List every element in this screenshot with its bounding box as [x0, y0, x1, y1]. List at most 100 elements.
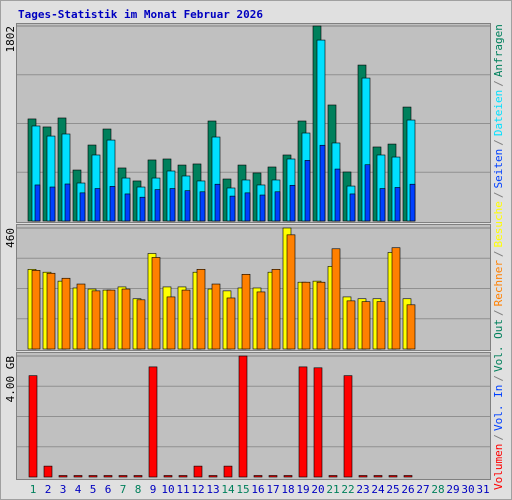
x-tick-label: 14 [221, 483, 235, 496]
bar [388, 475, 398, 478]
y-tick-label: 4.00 GB [4, 356, 17, 403]
bar [334, 168, 341, 222]
bar [91, 290, 101, 350]
bar [94, 188, 101, 222]
x-tick-label: 4 [75, 483, 82, 496]
x-tick-label: 15 [236, 483, 249, 496]
x-tick-label: 13 [206, 483, 219, 496]
bar [43, 465, 53, 478]
bar [244, 192, 251, 222]
x-tick-label: 29 [446, 483, 459, 496]
x-tick-label: 10 [161, 483, 174, 496]
bar [49, 186, 56, 222]
bar [403, 475, 413, 478]
bar [256, 291, 266, 350]
legend-entry: Vol. In [492, 385, 505, 431]
x-tick-label: 31 [476, 483, 489, 496]
legend-entry: Seiten [492, 149, 505, 189]
bar [301, 281, 311, 350]
bar [76, 283, 86, 350]
y-tick-label: 460 [4, 228, 17, 248]
legend-entry: Besuche [492, 201, 505, 247]
bar [346, 300, 356, 350]
bar [163, 475, 173, 478]
x-tick-label: 1 [30, 483, 37, 496]
x-tick-label: 21 [326, 483, 339, 496]
bar [406, 304, 416, 350]
x-tick-label: 27 [416, 483, 429, 496]
bar [73, 475, 83, 478]
legend-separator: / [492, 434, 505, 441]
y-tick-label: 1802 [4, 26, 17, 53]
x-tick-label: 6 [105, 483, 112, 496]
bar [64, 183, 71, 222]
bar [139, 196, 146, 222]
bar [268, 475, 278, 478]
x-tick-label: 26 [401, 483, 414, 496]
bar [304, 160, 311, 222]
x-tick-label: 5 [90, 483, 97, 496]
legend: Volumen / Vol. In / Vol. Out / Rechner / Besuche… [492, 24, 505, 490]
legend-separator: / [492, 191, 505, 198]
bar [358, 475, 368, 478]
legend-entry: Rechner [492, 260, 505, 307]
legend-separator: / [492, 309, 505, 316]
bar [151, 257, 161, 350]
bar [391, 247, 401, 350]
bar [121, 288, 131, 350]
bar [88, 475, 98, 478]
bar [241, 273, 251, 350]
x-tick-label: 23 [356, 483, 369, 496]
x-tick-label: 18 [281, 483, 294, 496]
x-tick-label: 2 [45, 483, 52, 496]
bar [364, 164, 371, 222]
bar [124, 193, 131, 222]
bar [238, 355, 248, 478]
chart-title: Tages-Statistik im Monat Februar 2026 [18, 8, 263, 21]
x-tick-label: 12 [191, 483, 204, 496]
x-tick-label: 20 [311, 483, 324, 496]
bar [166, 296, 176, 350]
bar [103, 475, 113, 478]
bar [196, 268, 206, 350]
bar [379, 188, 386, 222]
bar [328, 475, 338, 478]
bar [331, 248, 341, 350]
bar [286, 234, 296, 350]
bar [208, 475, 218, 478]
x-tick-label: 7 [120, 483, 127, 496]
bar [259, 194, 266, 222]
bar [61, 277, 71, 350]
bar [349, 193, 356, 222]
x-tick-label: 28 [431, 483, 444, 496]
bar [31, 270, 41, 350]
x-tick-label: 25 [386, 483, 399, 496]
legend-entry: Anfragen [492, 24, 505, 77]
bar [154, 189, 161, 222]
x-tick-label: 9 [150, 483, 157, 496]
bar [373, 475, 383, 478]
legend-separator: / [492, 250, 505, 257]
legend-entry: Dateien [492, 90, 505, 136]
bar [28, 375, 38, 478]
bar [214, 183, 221, 222]
x-tick-label: 22 [341, 483, 354, 496]
bar [223, 465, 233, 478]
x-tick-label: 8 [135, 483, 142, 496]
bar [253, 475, 263, 478]
bar [178, 475, 188, 478]
bar [79, 192, 86, 222]
x-tick-label: 16 [251, 483, 264, 496]
bar [271, 268, 281, 350]
bar [313, 367, 323, 478]
legend-entry: Volumen [492, 444, 505, 490]
bar [109, 186, 116, 222]
legend-entry: Vol. Out [492, 319, 505, 372]
bar [361, 301, 371, 350]
bar [46, 272, 56, 350]
bar [298, 366, 308, 478]
legend-separator: / [492, 80, 505, 87]
bar [289, 184, 296, 222]
bar [181, 289, 191, 350]
